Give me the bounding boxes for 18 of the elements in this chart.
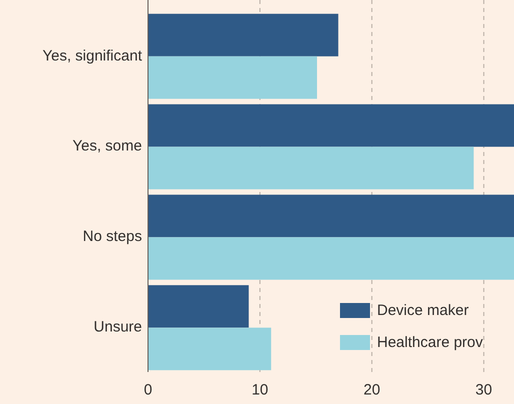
y-tick-label: Unsure [94,318,142,336]
bar [148,328,272,370]
bar [148,237,514,280]
y-tick-label: Yes, significant [42,47,143,64]
legend-label: Device maker [377,302,469,319]
bar [148,285,249,328]
bar [148,56,318,99]
y-tick-label: No steps [82,228,142,246]
y-tick-label: Yes, some [72,138,142,155]
bar [148,104,514,147]
bar [148,146,474,190]
legend-label: Healthcare prov [377,334,484,351]
bar [148,14,338,56]
bar [148,194,514,238]
x-tick-label: 20 [364,382,380,399]
x-tick-label: 10 [252,382,268,399]
x-tick-label: 30 [475,382,492,399]
x-tick-label: 0 [144,382,152,399]
